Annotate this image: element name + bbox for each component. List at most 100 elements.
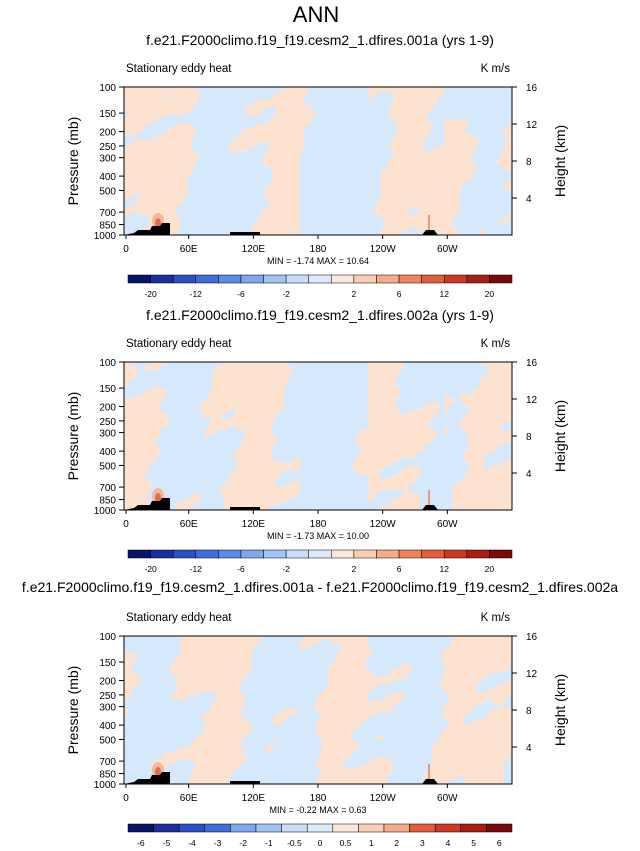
negative-region [448, 482, 453, 487]
negative-region [376, 131, 381, 136]
negative-region [320, 446, 325, 451]
negative-region [160, 378, 165, 383]
negative-region [376, 171, 381, 176]
negative-region [224, 474, 229, 479]
negative-region [252, 179, 257, 184]
negative-region [196, 203, 201, 208]
negative-region [264, 692, 269, 697]
negative-region [300, 466, 305, 471]
negative-region [224, 211, 229, 216]
negative-region [492, 203, 497, 208]
negative-region [332, 111, 337, 116]
negative-region [452, 434, 457, 439]
negative-region [308, 672, 313, 677]
negative-region [384, 474, 389, 479]
negative-region [204, 151, 209, 156]
negative-region [280, 708, 285, 713]
negative-region [348, 107, 353, 112]
negative-region [296, 442, 301, 447]
negative-region [348, 442, 353, 447]
negative-region [188, 406, 193, 411]
negative-region [376, 167, 381, 172]
negative-region [180, 478, 185, 483]
negative-region [464, 362, 469, 367]
negative-region [332, 87, 337, 92]
negative-region [484, 175, 489, 180]
negative-region [332, 123, 337, 128]
negative-region [504, 231, 509, 236]
negative-region [488, 163, 493, 168]
negative-region [384, 668, 389, 673]
negative-region [188, 490, 193, 495]
negative-region [484, 131, 489, 136]
negative-region [240, 87, 245, 92]
negative-region [264, 199, 269, 204]
negative-region [132, 668, 137, 673]
negative-region [360, 418, 365, 423]
negative-region [256, 87, 261, 92]
negative-region [304, 494, 309, 499]
negative-region [244, 696, 249, 701]
negative-region [292, 498, 297, 503]
negative-region [236, 107, 241, 112]
negative-region [364, 219, 369, 224]
negative-region [352, 99, 357, 104]
negative-region [364, 406, 369, 411]
negative-region [280, 450, 285, 455]
negative-region [348, 486, 353, 491]
negative-region [156, 466, 161, 471]
negative-region [444, 374, 449, 379]
negative-region [300, 478, 305, 483]
negative-region [328, 366, 333, 371]
negative-region [244, 207, 249, 212]
negative-region [196, 422, 201, 427]
negative-region [332, 211, 337, 216]
negative-region [216, 430, 221, 435]
negative-region [472, 219, 477, 224]
negative-region [504, 175, 509, 180]
negative-region [400, 406, 405, 411]
negative-region [140, 374, 145, 379]
y-right-tick-label: 4 [526, 194, 532, 205]
negative-region [276, 692, 281, 697]
negative-region [456, 446, 461, 451]
negative-region [276, 446, 281, 451]
negative-region [284, 664, 289, 669]
negative-region [324, 430, 329, 435]
negative-region [276, 434, 281, 439]
negative-region [140, 684, 145, 689]
negative-region [296, 394, 301, 399]
negative-region [320, 386, 325, 391]
negative-region [220, 175, 225, 180]
negative-region [208, 115, 213, 120]
negative-region [308, 163, 313, 168]
negative-region [192, 378, 197, 383]
negative-region [300, 430, 305, 435]
negative-region [216, 454, 221, 459]
negative-region [424, 502, 429, 507]
negative-region [436, 398, 441, 403]
negative-region [316, 219, 321, 224]
negative-region [188, 215, 193, 220]
negative-region [316, 656, 321, 661]
negative-region [180, 406, 185, 411]
negative-region [336, 115, 341, 120]
negative-region [280, 442, 285, 447]
negative-region [484, 199, 489, 204]
negative-region [304, 219, 309, 224]
negative-region [288, 648, 293, 653]
negative-region [360, 478, 365, 483]
negative-region [188, 386, 193, 391]
units-label: K m/s [481, 612, 511, 624]
negative-region [156, 123, 161, 128]
negative-region [216, 474, 221, 479]
negative-region [448, 466, 453, 471]
negative-region [340, 199, 345, 204]
negative-region [140, 215, 145, 220]
negative-region [208, 139, 213, 144]
negative-region [476, 199, 481, 204]
negative-region [204, 171, 209, 176]
negative-region [480, 171, 485, 176]
negative-region [500, 171, 505, 176]
negative-region [320, 664, 325, 669]
